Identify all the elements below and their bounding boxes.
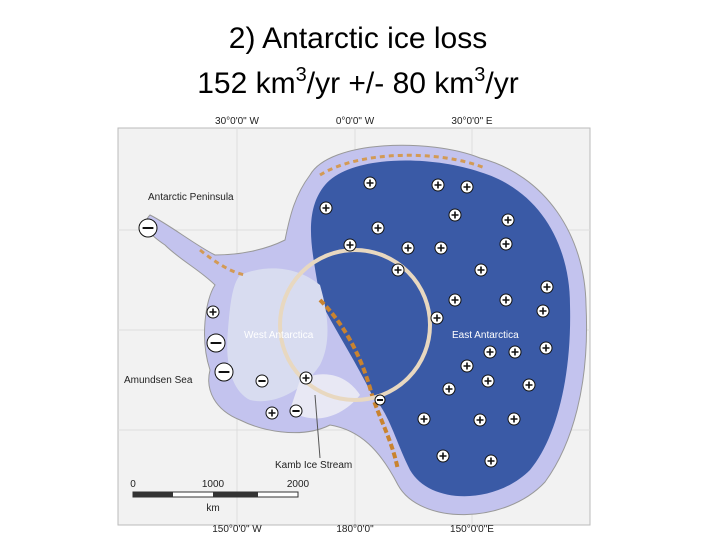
- longitude-label: 30°0'0" E: [451, 116, 492, 127]
- plus-sign: [302, 374, 310, 382]
- plus-sign: [404, 244, 412, 252]
- superscript: 3: [296, 64, 307, 86]
- plus-sign: [476, 416, 484, 424]
- region-label: Kamb Ice Stream: [275, 460, 352, 471]
- scale-tick: 2000: [287, 479, 310, 490]
- scale-tick: 0: [130, 479, 136, 490]
- plus-sign: [437, 244, 445, 252]
- region-label: West Antarctica: [244, 330, 314, 341]
- scale-bar: 0 1000 2000 km: [130, 479, 309, 514]
- plus-sign: [374, 224, 382, 232]
- superscript: 3: [474, 64, 485, 86]
- plus-sign: [463, 362, 471, 370]
- longitude-label: 0°0'0" W: [336, 116, 375, 127]
- plus-sign: [366, 179, 374, 187]
- plus-sign: [463, 183, 471, 191]
- title-part: /yr: [485, 67, 518, 100]
- longitude-label: 180°0'0": [336, 524, 374, 535]
- scale-tick: 1000: [202, 479, 225, 490]
- plus-sign: [209, 308, 217, 316]
- plus-sign: [502, 240, 510, 248]
- scale-unit: km: [206, 503, 219, 514]
- title-line-1: 2) Antarctic ice loss: [229, 22, 487, 55]
- plus-sign: [394, 266, 402, 274]
- plus-sign: [322, 204, 330, 212]
- longitude-label: 150°0'0"E: [450, 524, 494, 535]
- title-part: /yr +/- 80 km: [307, 67, 475, 100]
- longitude-label: 150°0'0" W: [212, 524, 262, 535]
- map: 30°0'0" W 0°0'0" W 30°0'0" E 150°0'0" W …: [117, 116, 591, 535]
- plus-sign: [511, 348, 519, 356]
- plus-sign: [539, 307, 547, 315]
- plus-sign: [451, 211, 459, 219]
- plus-sign: [451, 296, 459, 304]
- plus-sign: [486, 348, 494, 356]
- mass-markers: [138, 176, 554, 468]
- plus-sign: [504, 216, 512, 224]
- west-ice-sheet: [227, 268, 328, 402]
- plus-sign: [510, 415, 518, 423]
- plus-sign: [268, 409, 276, 417]
- longitude-label: 30°0'0" W: [215, 116, 259, 127]
- plus-sign: [525, 381, 533, 389]
- plus-sign: [487, 457, 495, 465]
- coast-edges: [199, 153, 486, 277]
- plus-sign: [477, 266, 485, 274]
- plus-sign: [434, 181, 442, 189]
- plus-sign: [346, 241, 354, 249]
- plus-sign: [420, 415, 428, 423]
- plus-sign: [543, 283, 551, 291]
- title-part: 152 km: [197, 67, 295, 100]
- plus-sign: [433, 314, 441, 322]
- region-label: East Antarctica: [452, 330, 519, 341]
- plus-sign: [445, 385, 453, 393]
- plus-sign: [484, 377, 492, 385]
- plus-sign: [542, 344, 550, 352]
- plus-sign: [439, 452, 447, 460]
- region-label: Amundsen Sea: [124, 375, 193, 386]
- mountains: [318, 298, 400, 471]
- plus-sign: [502, 296, 510, 304]
- leader-line: [314, 394, 321, 459]
- pole-circle: [278, 248, 432, 402]
- region-label: Antarctic Peninsula: [148, 192, 234, 203]
- title-line-2: 152 km3/yr +/- 80 km3/yr: [197, 64, 519, 100]
